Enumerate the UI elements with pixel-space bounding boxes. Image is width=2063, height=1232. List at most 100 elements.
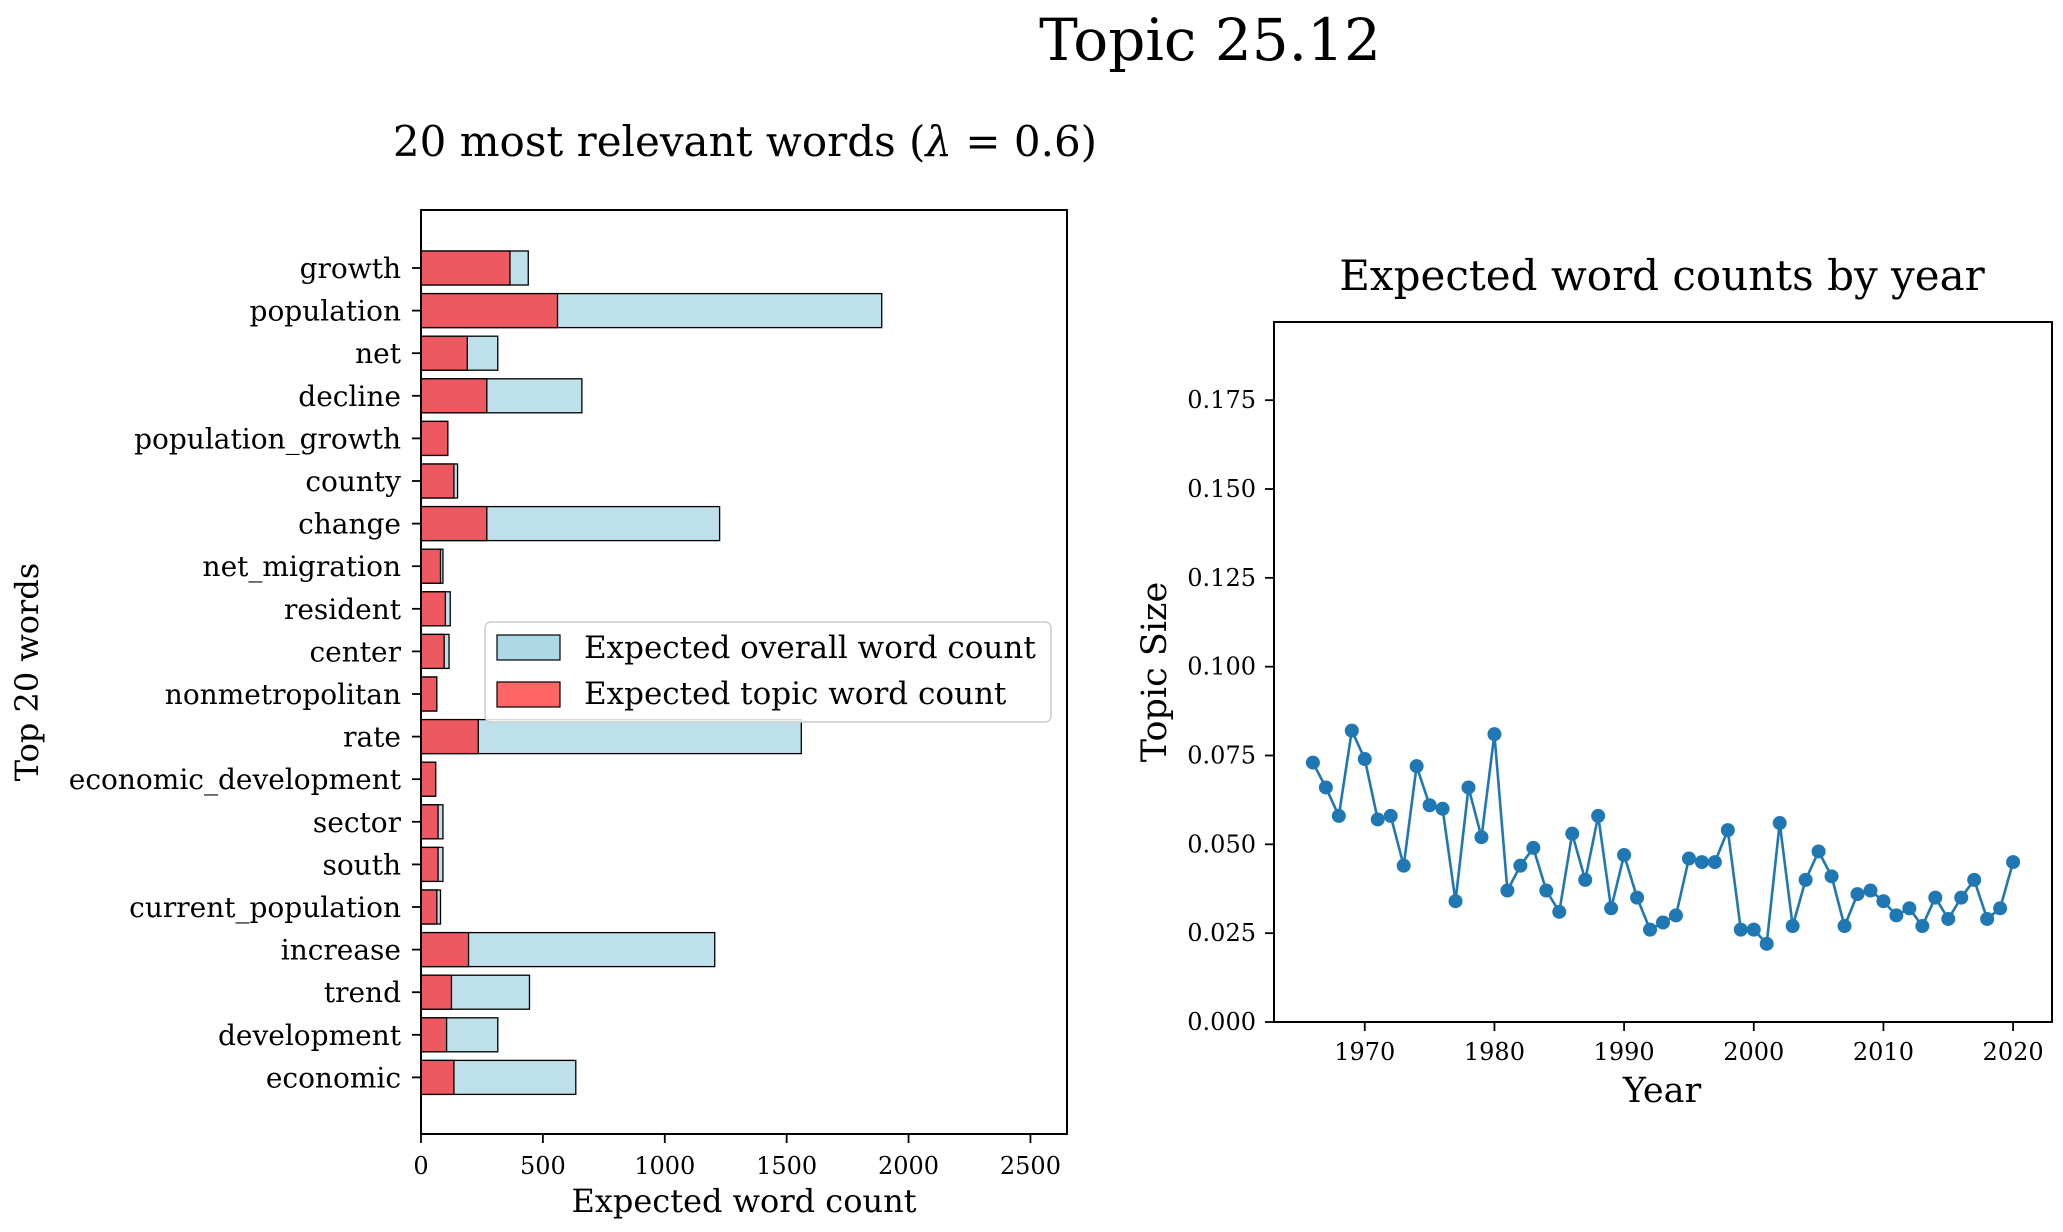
legend-frame [484,621,1052,723]
bar-category-label: county [305,465,401,498]
bar-category-label: economic_development [69,763,402,796]
bar-category-label: trend [324,976,401,1009]
topic-size-point-1975 [1422,798,1437,813]
bar-x-ticks: 0 500 1000 1500 2000 2500 [413,1134,1061,1180]
line-x-tick-label: 1990 [1594,1038,1655,1066]
line-y-tick-label: 0.025 [1187,919,1256,947]
topic-size-point-1989 [1604,901,1619,916]
bar-chart-title: 20 most relevant words (λ = 0.6) [393,117,1097,166]
line-chart: Expected word counts by year 0.0000.0250… [1135,251,2053,1111]
topic-size-point-2011 [1889,908,1904,923]
bar-topic-development [420,1017,448,1053]
bar-plot-frame [420,209,1068,1135]
line-x-tick-label: 2020 [1983,1038,2044,1066]
topic-size-point-2001 [1759,936,1774,951]
line-y-tick-label: 0.125 [1187,564,1256,592]
bar-topic-center [420,633,445,670]
bar-category-label: center [310,635,402,668]
bar-category-label: economic [266,1061,401,1094]
topic-size-point-2005 [1811,844,1826,859]
line-x-axis-label: Year [1622,1071,1702,1111]
topic-size-point-1983 [1526,840,1541,855]
topic-size-point-1971 [1370,812,1385,827]
line-y-tick-label: 0.050 [1187,830,1256,858]
bar-category-label: net_migration [203,550,401,583]
topic-size-point-2015 [1941,911,1956,926]
topic-size-point-1995 [1681,851,1696,866]
bar-topic-population [420,292,559,329]
bar-topic-increase [420,931,470,968]
topic-size-point-2008 [1850,887,1865,902]
line-y-tick-label: 0.175 [1187,386,1256,414]
topic-size-point-1984 [1539,883,1554,898]
bar-x-tick-label: 0 [413,1152,428,1180]
topic-size-point-1966 [1305,755,1320,770]
bar-x-tick-label: 1500 [756,1152,817,1180]
bar-y-axis-label: Top 20 words [8,563,46,782]
line-x-tick-label: 1970 [1334,1038,1395,1066]
topic-size-point-1985 [1552,904,1567,919]
topic-size-point-2014 [1928,890,1943,905]
topic-size-point-2007 [1837,919,1852,934]
legend-swatch-overall [496,634,561,661]
bar-topic-sector [420,804,439,840]
bar-category-label: decline [298,380,401,413]
bar-topic-economic_development [420,761,437,797]
topic-size-point-1979 [1474,830,1489,845]
topic-size-point-1974 [1409,759,1424,774]
topic-size-point-1970 [1357,752,1372,767]
bar-overall-increase [420,931,716,968]
bar-topic-trend [420,974,453,1010]
topic-size-point-1978 [1461,780,1476,795]
bar-topic-current_population [420,889,438,925]
topic-size-point-2000 [1746,922,1761,937]
topic-size-point-1988 [1591,808,1606,823]
bar-topic-county [420,463,455,499]
topic-size-point-1982 [1513,858,1528,873]
bar-topic-population_growth [420,420,449,457]
line-y-tick-label: 0.075 [1187,742,1256,770]
topic-size-point-2010 [1876,894,1891,909]
bar-topic-decline [420,378,488,414]
bar-category-label: resident [284,593,402,626]
topic-size-point-2009 [1863,883,1878,898]
bar-x-tick-label: 2000 [878,1152,939,1180]
topic-size-point-1993 [1656,915,1670,930]
topic-size-point-1996 [1694,855,1709,870]
bar-category-label: growth [300,252,401,285]
line-x-tick-label: 2000 [1723,1038,1784,1066]
bar-topic-growth [420,250,511,286]
figure-title: Topic 25.12 [1039,6,1381,74]
bar-marks [420,250,883,1096]
legend-label-overall: Expected overall word count [584,630,1036,666]
topic-size-point-1991 [1630,890,1645,905]
bar-category-label: rate [343,721,401,754]
topic-size-point-2018 [1980,911,1995,926]
topic-size-point-1998 [1720,823,1735,838]
topic-size-point-1976 [1435,801,1450,816]
bar-category-label: nonmetropolitan [165,678,401,711]
bar-topic-south [420,846,439,883]
line-chart-title: Expected word counts by year [1339,251,1985,300]
line-y-tick-label: 0.100 [1187,653,1256,681]
topic-size-point-1980 [1487,727,1502,742]
line-x-ticks: 1970 1980 1990 2000 2010 2020 [1334,1022,2044,1066]
bar-category-label: net [355,337,402,370]
bar-category-label: change [298,508,401,541]
topic-size-point-2003 [1785,919,1800,934]
topic-size-point-1994 [1668,908,1683,923]
bar-topic-rate [420,718,479,755]
topic-size-point-2019 [1993,901,2008,916]
topic-size-point-2013 [1915,919,1930,934]
bar-topic-net [420,335,468,371]
bar-x-tick-label: 1000 [634,1152,695,1180]
topic-size-point-2002 [1772,816,1787,831]
topic-size-point-2006 [1824,869,1839,884]
bar-topic-net_migration [420,548,442,584]
bar-category-labels: growth population net decline population_gro… [69,252,421,1094]
line-x-tick-label: 2010 [1853,1038,1914,1066]
topic-size-point-2020 [2006,855,2021,870]
line-marks [1305,723,2021,951]
topic-size-point-1986 [1565,826,1580,841]
